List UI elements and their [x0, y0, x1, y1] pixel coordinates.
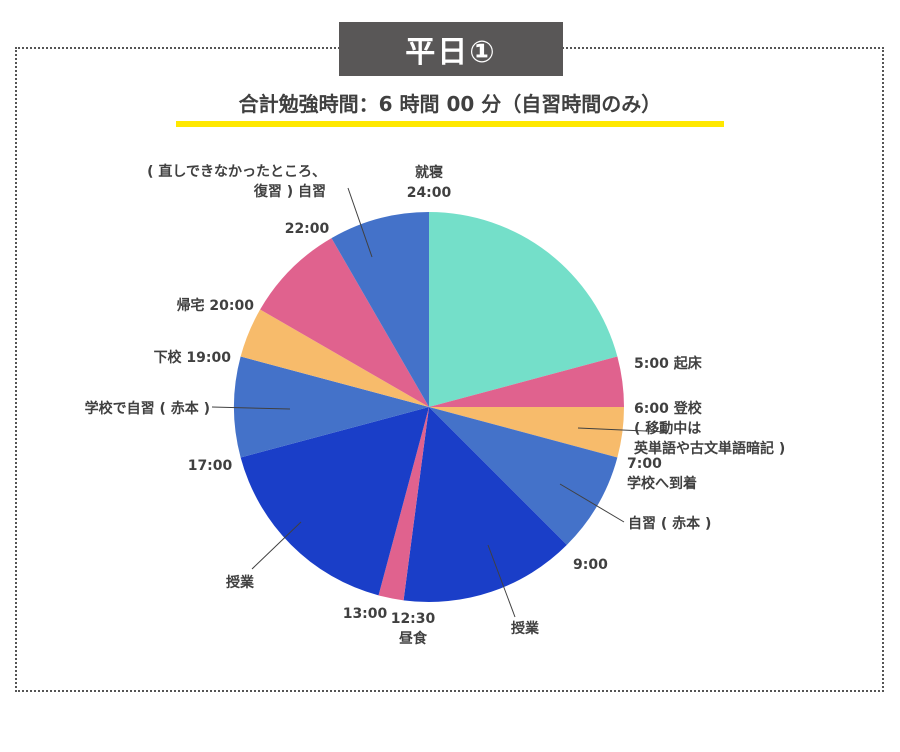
slice-label-12: 学校で自習 ( 赤本 )	[85, 400, 210, 417]
leader-line-4	[347, 187, 373, 258]
slice-label-11: 17:00	[188, 458, 233, 474]
slice-label-9: 13:00	[343, 606, 388, 622]
slice-label-8: 12:30 昼食	[391, 611, 436, 647]
pie-slice-11	[331, 212, 429, 407]
leader-line-1	[577, 427, 668, 433]
slice-label-15: 22:00	[285, 221, 330, 237]
title-badge: 平日①	[339, 22, 563, 76]
pie-slice-5	[403, 407, 567, 602]
leader-line-6	[251, 521, 302, 570]
slice-label-16: ( 直しできなかったところ、復習 ) 自習	[147, 163, 326, 200]
pie-slice-4	[429, 407, 618, 545]
pie-slice-6	[378, 407, 429, 601]
slice-label-13: 下校 19:00	[154, 349, 232, 366]
pie-slice-7	[240, 407, 429, 596]
subtitle-highlight	[176, 121, 724, 127]
pie-slice-1	[429, 212, 618, 407]
slice-label-4: 7:00 学校へ到着	[627, 456, 697, 492]
leader-line-5	[211, 406, 291, 410]
slice-label-14: 帰宅 20:00	[177, 297, 255, 314]
leader-line-3	[487, 544, 516, 618]
slice-label-6: 9:00	[573, 557, 608, 573]
pie-slice-2	[429, 356, 624, 407]
subtitle: 合計勉強時間：6 時間 00 分（自習時間のみ）	[238, 92, 662, 116]
pie-slice-10	[260, 238, 429, 407]
slice-label-2: 5:00 起床	[634, 355, 703, 372]
pie-slice-3	[429, 407, 624, 458]
leader-line-2	[559, 483, 625, 523]
slice-label-1: 就寝 24:00	[407, 164, 452, 201]
pie-slice-9	[240, 309, 429, 407]
slice-label-7: 授業	[511, 620, 540, 637]
slice-label-5: 自習 ( 赤本 )	[628, 515, 711, 532]
pie-slice-8	[233, 356, 429, 458]
slice-label-3: 6:00 登校( 移動中は英単語や古文単語暗記 )	[633, 400, 785, 457]
slice-label-10: 授業	[226, 574, 255, 591]
